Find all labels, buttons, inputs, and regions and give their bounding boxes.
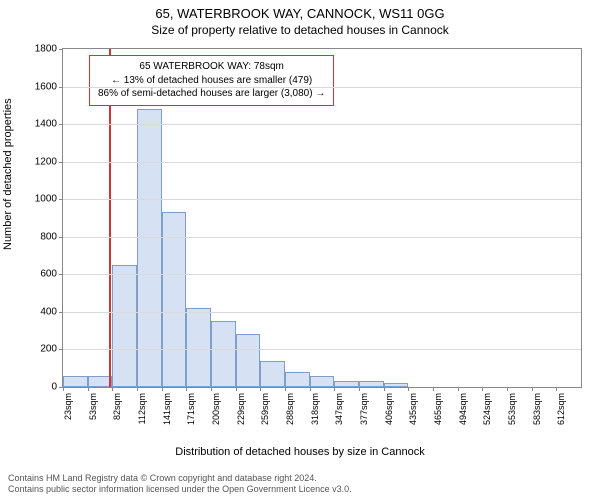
x-tick-label: 259sqm bbox=[260, 393, 270, 425]
histogram-bar bbox=[260, 361, 285, 387]
x-tick-mark bbox=[310, 387, 311, 391]
histogram-bar bbox=[137, 109, 162, 387]
legend-line3: 86% of semi-detached houses are larger (… bbox=[98, 87, 325, 101]
histogram-bar bbox=[285, 372, 310, 387]
y-tick-mark bbox=[59, 349, 63, 350]
x-tick-mark bbox=[408, 387, 409, 391]
x-tick-label: 465sqm bbox=[433, 393, 443, 425]
x-tick-mark bbox=[137, 387, 138, 391]
x-tick-mark bbox=[507, 387, 508, 391]
y-tick-mark bbox=[59, 274, 63, 275]
x-tick-mark bbox=[260, 387, 261, 391]
histogram-bar bbox=[384, 383, 409, 387]
x-tick-label: 435sqm bbox=[408, 393, 418, 425]
y-tick-mark bbox=[59, 162, 63, 163]
y-tick-mark bbox=[59, 312, 63, 313]
x-tick-label: 406sqm bbox=[384, 393, 394, 425]
x-tick-mark bbox=[482, 387, 483, 391]
x-tick-label: 583sqm bbox=[532, 393, 542, 425]
x-tick-label: 318sqm bbox=[310, 393, 320, 425]
y-tick-label: 400 bbox=[40, 306, 57, 317]
gridline bbox=[63, 162, 581, 163]
y-tick-label: 600 bbox=[40, 269, 57, 280]
histogram-bar bbox=[186, 308, 211, 387]
y-tick-mark bbox=[59, 237, 63, 238]
gridline bbox=[63, 312, 581, 313]
y-tick-label: 1000 bbox=[35, 194, 57, 205]
page-root: 65, WATERBROOK WAY, CANNOCK, WS11 0GG Si… bbox=[0, 0, 600, 500]
x-tick-mark bbox=[211, 387, 212, 391]
legend-box: 65 WATERBROOK WAY: 78sqm ← 13% of detach… bbox=[89, 55, 334, 106]
x-tick-mark bbox=[63, 387, 64, 391]
x-tick-mark bbox=[556, 387, 557, 391]
x-tick-label: 141sqm bbox=[162, 393, 172, 425]
x-tick-label: 229sqm bbox=[236, 393, 246, 425]
plot-area: 65 WATERBROOK WAY: 78sqm ← 13% of detach… bbox=[62, 48, 582, 388]
chart-subtitle: Size of property relative to detached ho… bbox=[0, 21, 600, 37]
x-tick-mark bbox=[162, 387, 163, 391]
histogram-bar bbox=[162, 212, 187, 387]
x-tick-mark bbox=[334, 387, 335, 391]
y-tick-mark bbox=[59, 124, 63, 125]
histogram-bar bbox=[359, 381, 384, 387]
x-tick-label: 553sqm bbox=[507, 393, 517, 425]
x-tick-label: 200sqm bbox=[211, 393, 221, 425]
y-tick-mark bbox=[59, 199, 63, 200]
y-tick-mark bbox=[59, 87, 63, 88]
histogram-bar bbox=[334, 381, 359, 387]
x-tick-label: 23sqm bbox=[63, 393, 73, 420]
footer: Contains HM Land Registry data © Crown c… bbox=[0, 473, 600, 496]
x-tick-label: 171sqm bbox=[186, 393, 196, 425]
x-tick-label: 377sqm bbox=[359, 393, 369, 425]
gridline bbox=[63, 349, 581, 350]
x-tick-mark bbox=[285, 387, 286, 391]
y-tick-label: 0 bbox=[51, 382, 57, 393]
y-tick-label: 800 bbox=[40, 231, 57, 242]
x-tick-label: 288sqm bbox=[285, 393, 295, 425]
histogram-bar bbox=[211, 321, 236, 387]
gridline bbox=[63, 199, 581, 200]
gridline bbox=[63, 124, 581, 125]
x-tick-mark bbox=[532, 387, 533, 391]
histogram-bar bbox=[236, 334, 261, 387]
gridline bbox=[63, 237, 581, 238]
chart-title: 65, WATERBROOK WAY, CANNOCK, WS11 0GG bbox=[0, 0, 600, 21]
y-tick-mark bbox=[59, 49, 63, 50]
x-tick-mark bbox=[458, 387, 459, 391]
gridline bbox=[63, 274, 581, 275]
y-tick-label: 1600 bbox=[35, 81, 57, 92]
x-tick-mark bbox=[359, 387, 360, 391]
x-tick-mark bbox=[88, 387, 89, 391]
x-tick-mark bbox=[384, 387, 385, 391]
x-axis-label: Distribution of detached houses by size … bbox=[0, 446, 600, 458]
gridline bbox=[63, 87, 581, 88]
x-tick-label: 612sqm bbox=[556, 393, 566, 425]
y-tick-label: 1800 bbox=[35, 44, 57, 55]
x-tick-mark bbox=[236, 387, 237, 391]
y-tick-label: 200 bbox=[40, 344, 57, 355]
x-tick-label: 82sqm bbox=[112, 393, 122, 420]
y-tick-label: 1400 bbox=[35, 119, 57, 130]
x-tick-label: 112sqm bbox=[137, 393, 147, 424]
histogram-bar bbox=[63, 376, 88, 387]
y-axis-label: Number of detached properties bbox=[2, 98, 14, 250]
x-tick-mark bbox=[186, 387, 187, 391]
x-tick-label: 347sqm bbox=[334, 393, 344, 425]
x-tick-label: 494sqm bbox=[458, 393, 468, 425]
x-tick-label: 524sqm bbox=[482, 393, 492, 425]
legend-line1: 65 WATERBROOK WAY: 78sqm bbox=[98, 60, 325, 74]
x-tick-label: 53sqm bbox=[88, 393, 98, 420]
x-tick-mark bbox=[433, 387, 434, 391]
histogram-bar bbox=[112, 265, 137, 387]
footer-line2: Contains public sector information licen… bbox=[8, 484, 600, 496]
legend-line2: ← 13% of detached houses are smaller (47… bbox=[98, 74, 325, 88]
x-tick-mark bbox=[112, 387, 113, 391]
y-tick-label: 1200 bbox=[35, 156, 57, 167]
footer-line1: Contains HM Land Registry data © Crown c… bbox=[8, 473, 600, 485]
histogram-bar bbox=[310, 376, 335, 387]
